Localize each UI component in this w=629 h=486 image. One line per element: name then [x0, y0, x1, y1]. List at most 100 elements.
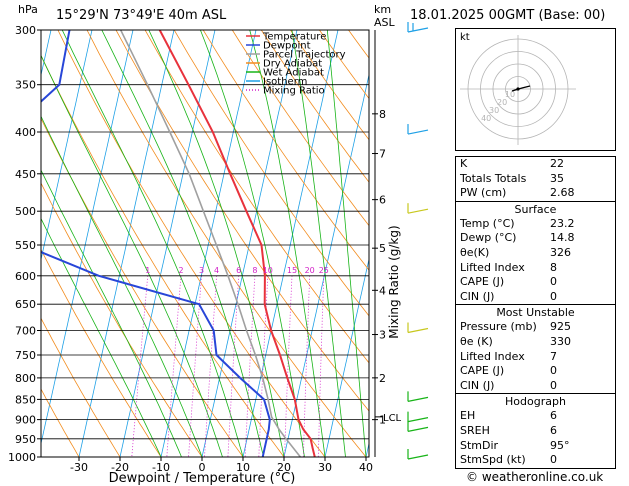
table-row: Lifted Index 7 — [456, 350, 615, 365]
wind-barb — [407, 322, 429, 334]
legend-entry: Temperature — [262, 32, 326, 43]
mixing-ratio-line — [258, 275, 269, 457]
row-label: Temp (°C) — [460, 216, 515, 230]
pressure-tick-label: 650 — [15, 298, 36, 311]
x-tick-label: 40 — [359, 461, 373, 474]
legend-entry: Dry Adiabat — [263, 59, 322, 70]
hodograph-panel: 10 20 30 40 kt — [455, 28, 616, 151]
row-label: StmSpd (kt) — [460, 453, 526, 467]
mixing-ratio-line — [166, 275, 182, 457]
indices-panel: K 22 Totals Totals 35 PW (cm) 2.68 Surface Te… — [455, 156, 616, 469]
pressure-tick-label: 350 — [15, 79, 36, 92]
dry-adiabat-line — [41, 317, 121, 457]
height-tick-label: 2 — [379, 372, 386, 385]
footer-credit: © weatheronline.co.uk — [466, 470, 604, 484]
row-value: 14.8 — [550, 231, 575, 245]
table-row: StmDir 95° — [456, 439, 615, 454]
dry-adiabat-line — [202, 30, 369, 271]
isotherm-line — [41, 30, 93, 262]
dewpoint-curve — [41, 30, 271, 457]
pressure-unit-label: hPa — [18, 3, 38, 16]
height-unit-asl-label: ASL — [374, 16, 395, 29]
row-label: Totals Totals — [460, 171, 527, 185]
legend-entry: Dewpoint — [263, 41, 311, 52]
row-label: SREH — [460, 423, 490, 437]
table-row: CAPE (J) 0 — [456, 364, 615, 379]
row-value: 8 — [550, 260, 557, 274]
pressure-tick-label: 750 — [15, 349, 36, 362]
height-tick-label: 7 — [379, 148, 386, 161]
x-tick-label: 20 — [277, 461, 291, 474]
table-row: StmSpd (kt) 0 — [456, 453, 615, 468]
table-row: CIN (J) 0 — [456, 290, 615, 305]
hodograph-unit-label: kt — [460, 32, 470, 43]
wind-barb — [407, 124, 429, 135]
mixing-ratio-label: 15 — [287, 266, 297, 275]
x-tick-label: 0 — [199, 461, 206, 474]
pressure-tick-label: 850 — [15, 393, 36, 406]
mixing-ratio-label: 2 — [178, 266, 183, 275]
mixing-ratio-line — [284, 275, 293, 457]
pressure-tick-label: 1000 — [8, 451, 36, 464]
x-tick-label: 30 — [318, 461, 332, 474]
x-tick-label: -10 — [152, 461, 170, 474]
wind-barb — [407, 22, 429, 33]
height-tick-label: 3 — [379, 329, 386, 342]
wind-barb — [407, 449, 429, 460]
lcl-label: LCL — [383, 413, 402, 424]
row-label: K — [460, 157, 468, 170]
table-row: Totals Totals 35 — [456, 172, 615, 187]
table-row: Lifted Index 8 — [456, 261, 615, 276]
legend-entry: Parcel Trajectory — [263, 50, 346, 61]
height-tick-label: 1 — [379, 414, 386, 427]
row-value: 7 — [550, 349, 557, 363]
table-row: θe(K) 326 — [456, 246, 615, 261]
location-label: 15°29'N 73°49'E 40m ASL — [56, 8, 227, 23]
curve-layer — [41, 30, 316, 457]
hodograph-ring-label: 30 — [489, 106, 499, 115]
table-row: EH 6 — [456, 409, 615, 424]
wind-barb — [407, 391, 429, 402]
row-label: θe(K) — [460, 245, 490, 259]
wind-barb — [407, 421, 429, 432]
axis-layer: 1 2 3 4 6 8 10 15 20 2530035040045050055060065070… — [8, 24, 373, 474]
x-axis-title: Dewpoint / Temperature (°C) — [109, 471, 296, 486]
row-label: CAPE (J) — [460, 275, 505, 289]
row-label: CIN (J) — [460, 378, 495, 392]
row-value: 0 — [550, 378, 557, 392]
row-value: 330 — [550, 334, 571, 348]
pressure-tick-label: 800 — [15, 372, 36, 385]
table-row: K 22 — [456, 157, 615, 172]
legend-entry: Mixing Ratio — [263, 86, 325, 97]
row-value: 0 — [550, 453, 557, 467]
pressure-tick-label: 900 — [15, 414, 36, 427]
height-tick-label: 8 — [379, 108, 386, 121]
table-row: Temp (°C) 23.2 — [456, 217, 615, 232]
mixing-ratio-label: 20 — [305, 266, 315, 275]
row-label: Pressure (mb) — [460, 320, 537, 334]
temperature-curve — [158, 30, 316, 457]
isotherm-line — [41, 30, 134, 446]
table-row: PW (cm) 2.68 — [456, 186, 615, 201]
wind-barb — [407, 203, 429, 214]
row-label: EH — [460, 409, 476, 423]
dry-adiabat-line — [231, 30, 369, 227]
row-value: 0 — [550, 364, 557, 378]
wind-barb — [407, 411, 429, 423]
row-value: 6 — [550, 409, 557, 423]
pressure-tick-label: 300 — [15, 24, 36, 37]
mixing-ratio-label: 25 — [319, 266, 329, 275]
pressure-tick-label: 500 — [15, 205, 36, 218]
row-label: θe (K) — [460, 334, 493, 348]
dry-adiabat-line — [260, 30, 369, 183]
row-value: 925 — [550, 320, 571, 334]
dry-adiabat-line — [41, 117, 244, 457]
hodograph-trace — [511, 85, 531, 92]
mixing-ratio-label: 3 — [199, 266, 204, 275]
row-value: 0 — [550, 289, 557, 303]
hodograph-ring-label: 40 — [481, 114, 491, 123]
mixing-ratio-label: 4 — [214, 266, 219, 275]
